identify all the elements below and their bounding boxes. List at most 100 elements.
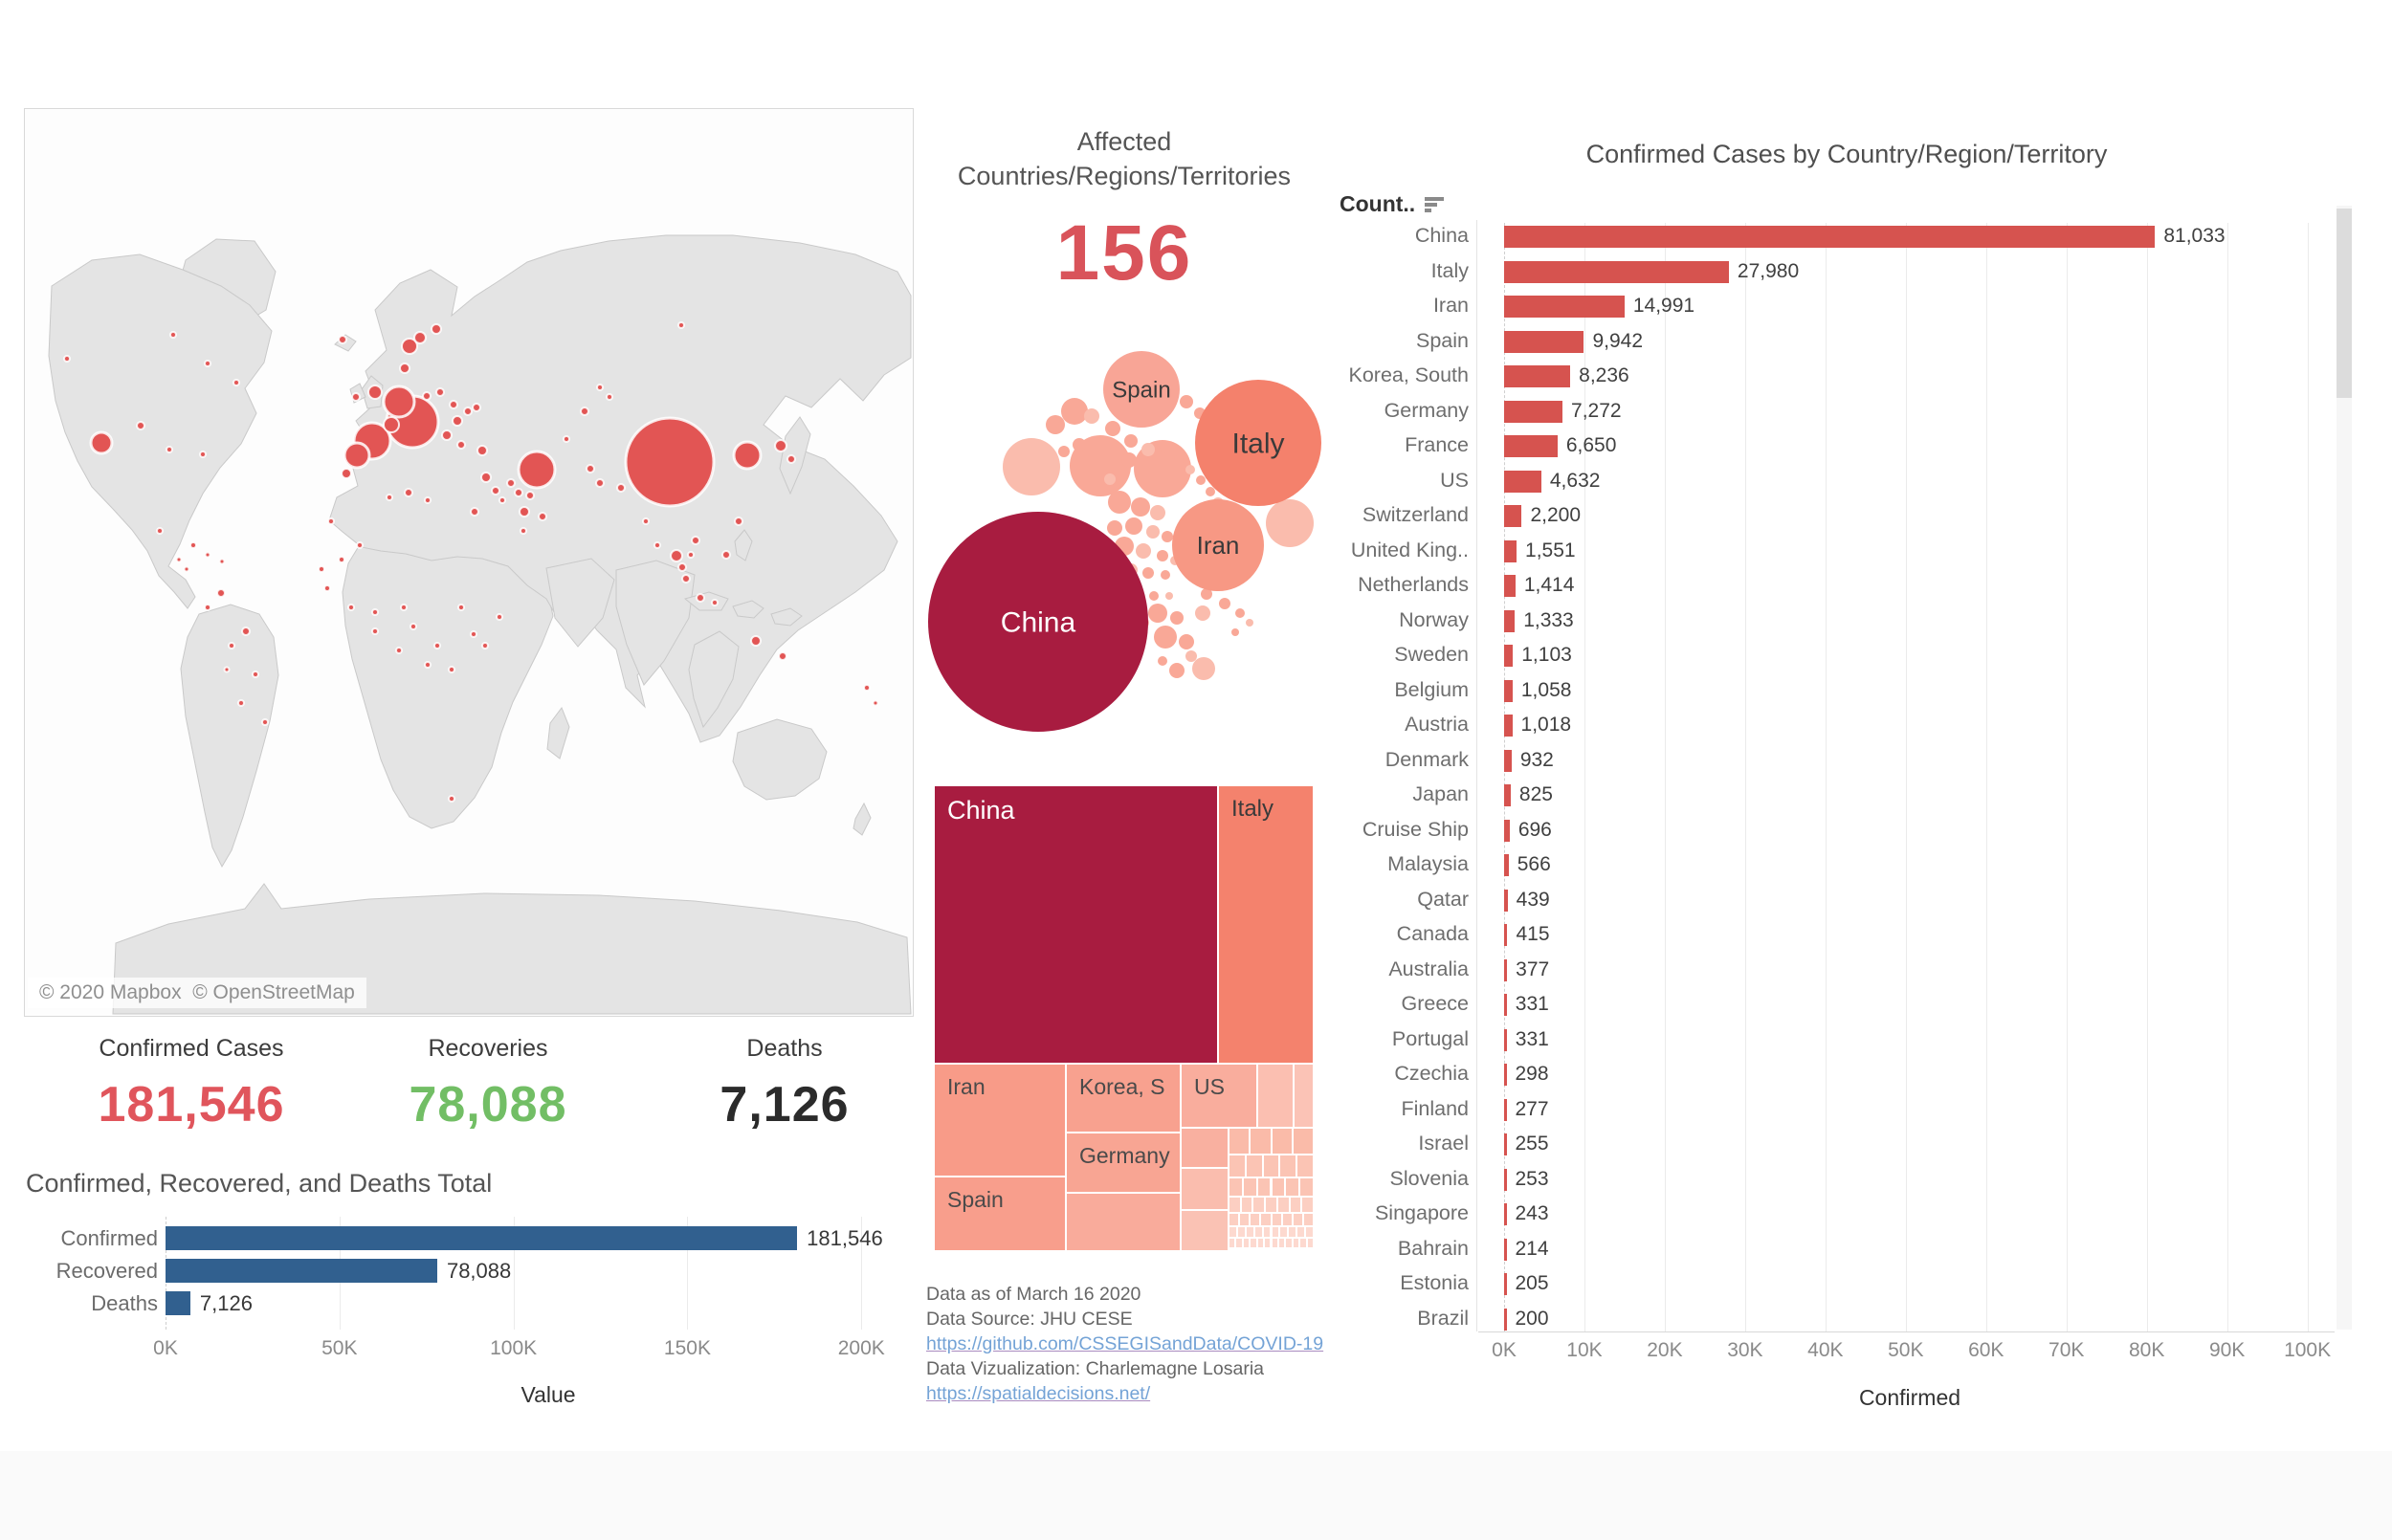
bubble-small[interactable]	[1266, 499, 1314, 547]
treemap-cell-small[interactable]	[1253, 1198, 1265, 1212]
country-bar-row[interactable]: China 81,033	[1335, 224, 2336, 248]
map-case-bubble[interactable]	[734, 517, 743, 526]
country-bar-row[interactable]: Belgium 1,058	[1335, 678, 2336, 702]
country-bar-row[interactable]: Switzerland 2,200	[1335, 503, 2336, 527]
treemap-cell-small[interactable]	[1280, 1227, 1288, 1237]
map-case-bubble[interactable]	[681, 574, 691, 583]
sort-descending-icon[interactable]	[1425, 194, 1450, 215]
treemap-cell-small[interactable]	[1246, 1155, 1262, 1177]
bubble-small[interactable]	[1121, 452, 1137, 468]
bubble-small[interactable]	[1149, 591, 1159, 601]
bubble-small[interactable]	[1206, 487, 1215, 496]
country-bar[interactable]	[1504, 1203, 1507, 1225]
map-case-bubble[interactable]	[323, 584, 331, 592]
map-case-bubble[interactable]	[595, 478, 605, 488]
map-case-bubble[interactable]	[166, 446, 173, 453]
treemap-cell[interactable]	[1182, 1129, 1228, 1167]
treemap-cell-small[interactable]	[1229, 1155, 1245, 1177]
map-case-bubble[interactable]	[218, 558, 226, 565]
bubble-small[interactable]	[1161, 570, 1170, 580]
treemap-cell-small[interactable]	[1266, 1198, 1276, 1212]
map-case-bubble[interactable]	[448, 666, 455, 673]
bubble-small[interactable]	[1046, 415, 1065, 434]
map-case-bubble[interactable]	[424, 661, 432, 669]
country-bar[interactable]	[1504, 679, 1513, 702]
country-bar-row[interactable]: Denmark 932	[1335, 748, 2336, 772]
bubble-small[interactable]	[1105, 421, 1120, 436]
map-case-bubble[interactable]	[506, 478, 516, 488]
totals-bar[interactable]	[166, 1259, 437, 1283]
map-case-bubble[interactable]	[341, 468, 352, 479]
bubble-small[interactable]	[1160, 442, 1171, 453]
treemap-cell-small[interactable]	[1293, 1214, 1302, 1225]
country-bar-row[interactable]: Bahrain 214	[1335, 1237, 2336, 1261]
map-case-bubble[interactable]	[711, 599, 719, 606]
treemap-cell-small[interactable]	[1272, 1239, 1277, 1247]
treemap-cell-small[interactable]	[1293, 1129, 1313, 1154]
country-bar-row[interactable]: Norway 1,333	[1335, 608, 2336, 632]
treemap-cell-small[interactable]	[1272, 1214, 1281, 1225]
treemap-cell-small[interactable]	[1300, 1178, 1313, 1196]
bubble-small[interactable]	[1108, 491, 1131, 514]
map-case-bubble[interactable]	[624, 416, 716, 508]
country-bar-row[interactable]: Iran 14,991	[1335, 294, 2336, 318]
map-case-bubble[interactable]	[721, 550, 731, 560]
country-bar[interactable]	[1504, 1028, 1507, 1051]
map-case-bubble[interactable]	[223, 666, 231, 673]
map-case-bubble[interactable]	[691, 536, 700, 545]
map-case-bubble[interactable]	[228, 642, 235, 649]
treemap-cell-small[interactable]	[1229, 1178, 1242, 1196]
country-bar[interactable]	[1504, 819, 1510, 842]
treemap-cell-small[interactable]	[1243, 1239, 1250, 1247]
map-case-bubble[interactable]	[525, 491, 535, 500]
map-case-bubble[interactable]	[470, 630, 477, 638]
treemap-cell-small[interactable]	[1306, 1227, 1313, 1237]
map-case-bubble[interactable]	[449, 400, 458, 409]
country-bar[interactable]	[1504, 1238, 1507, 1261]
country-bar[interactable]	[1504, 400, 1563, 423]
map-case-bubble[interactable]	[404, 488, 413, 497]
country-bar-row[interactable]: Austria 1,018	[1335, 713, 2336, 737]
country-bar[interactable]	[1504, 435, 1558, 457]
map-case-bubble[interactable]	[422, 391, 432, 401]
map-case-bubble[interactable]	[778, 651, 787, 661]
map-case-bubble[interactable]	[452, 415, 463, 427]
country-bar-row[interactable]: Israel 255	[1335, 1132, 2336, 1155]
totals-bar[interactable]	[166, 1226, 798, 1250]
country-bar[interactable]	[1504, 994, 1507, 1016]
bubble-small[interactable]	[1179, 634, 1194, 649]
treemap-cell-small[interactable]	[1254, 1227, 1262, 1237]
treemap-cell[interactable]	[1295, 1065, 1313, 1127]
country-bar[interactable]	[1504, 958, 1508, 981]
map-case-bubble[interactable]	[470, 507, 479, 517]
world-map-panel[interactable]: © 2020 Mapbox © OpenStreetMap	[24, 108, 914, 1017]
bubble-small[interactable]	[1219, 598, 1230, 609]
map-case-bubble[interactable]	[687, 551, 695, 559]
bubble-small[interactable]	[1157, 550, 1168, 561]
treemap-cell-small[interactable]	[1229, 1239, 1235, 1247]
map-case-bubble[interactable]	[347, 604, 355, 611]
treemap-cell-small[interactable]	[1300, 1239, 1306, 1247]
map-case-bubble[interactable]	[261, 718, 269, 726]
treemap-cell-small[interactable]	[1272, 1129, 1292, 1154]
bubble-small[interactable]	[1180, 395, 1193, 408]
country-bar[interactable]	[1504, 924, 1508, 946]
map-case-bubble[interactable]	[136, 421, 145, 430]
country-bar-row[interactable]: United King.. 1,551	[1335, 539, 2336, 562]
map-case-bubble[interactable]	[175, 556, 183, 563]
map-case-bubble[interactable]	[183, 565, 190, 573]
country-bar-row[interactable]: Malaysia 566	[1335, 852, 2336, 876]
map-case-bubble[interactable]	[538, 512, 547, 521]
treemap-cell-small[interactable]	[1265, 1239, 1271, 1247]
map-case-bubble[interactable]	[476, 445, 488, 456]
treemap-cell-small[interactable]	[1286, 1239, 1292, 1247]
treemap-cell-small[interactable]	[1290, 1198, 1301, 1212]
treemap-cell-small[interactable]	[1272, 1178, 1285, 1196]
bubble-small[interactable]	[1146, 525, 1160, 539]
map-case-bubble[interactable]	[642, 517, 650, 525]
map-case-bubble[interactable]	[653, 541, 661, 549]
treemap-cell-iran[interactable]: Iran	[935, 1065, 1065, 1176]
map-case-bubble[interactable]	[606, 393, 613, 401]
bubble-small[interactable]	[1070, 435, 1131, 496]
treemap-cell-small[interactable]	[1251, 1214, 1260, 1225]
